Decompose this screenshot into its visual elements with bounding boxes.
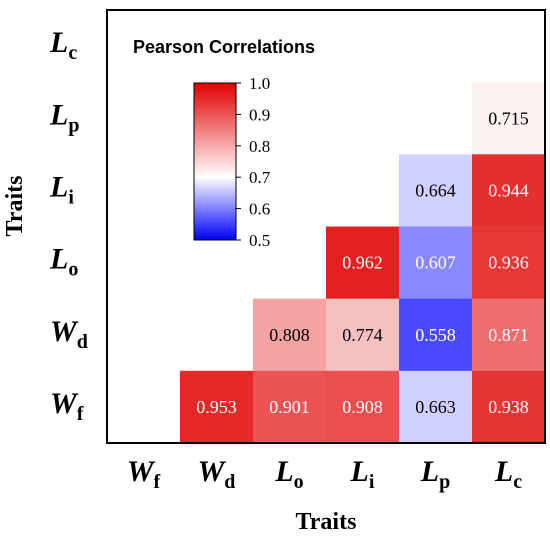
cell-value-label: 0.558 — [415, 325, 456, 345]
heatmap-cell — [326, 298, 400, 372]
x-tick-label: Lp — [420, 455, 450, 493]
colorbar — [193, 82, 237, 241]
y-tick-label: Li — [49, 170, 74, 208]
heatmap-cell — [472, 154, 546, 227]
cell-value-label: 0.953 — [196, 397, 237, 417]
x-axis-ticks: Wf Wd Lo Li Lp Lc — [127, 455, 522, 493]
heatmap-cell — [399, 226, 473, 300]
heatmap-cells: 0.715 0.664 0.944 0.962 0.607 0.936 0.808 0.774… — [180, 82, 546, 444]
heatmap-cell — [472, 298, 546, 372]
y-tick-label: Wd — [50, 315, 88, 353]
x-axis-title: Traits — [296, 509, 357, 535]
cell-value-label: 0.774 — [342, 325, 383, 345]
x-tick-label: Li — [350, 455, 375, 493]
heatmap-cell — [399, 154, 473, 227]
cell-value-label: 0.664 — [415, 180, 456, 200]
cell-value-label: 0.962 — [342, 253, 383, 273]
y-axis-ticks: Lc Lp Li Lo Wd Wf — [49, 26, 88, 425]
colorbar-tick-label: 0.9 — [249, 105, 270, 124]
heatmap-cell — [472, 82, 546, 155]
heatmap-cell — [253, 298, 327, 372]
legend-title: Pearson Correlations — [133, 37, 315, 57]
x-tick-label: Lo — [274, 455, 303, 493]
y-tick-label: Lc — [49, 26, 77, 64]
colorbar-ticks: 1.0 0.9 0.8 0.7 0.6 0.5 — [236, 74, 271, 250]
cell-value-label: 0.944 — [488, 180, 529, 200]
heatmap-cell — [399, 370, 473, 444]
cell-value-label: 0.607 — [415, 253, 456, 273]
y-tick-label: Wf — [50, 387, 84, 425]
y-tick-label: Lp — [49, 98, 79, 136]
cell-value-label: 0.936 — [488, 253, 529, 273]
heatmap-cell — [253, 370, 327, 444]
heatmap-cell — [472, 370, 546, 444]
x-tick-label: Lc — [494, 455, 522, 493]
cell-value-label: 0.938 — [488, 397, 529, 417]
cell-value-label: 0.663 — [415, 397, 456, 417]
colorbar-tick-label: 0.5 — [249, 231, 270, 250]
heatmap-cell — [399, 298, 473, 372]
heatmap-cell — [472, 226, 546, 300]
colorbar-tick-label: 0.8 — [249, 137, 270, 156]
cell-value-label: 0.871 — [488, 325, 529, 345]
colorbar-tick-label: 0.7 — [249, 168, 271, 187]
colorbar-legend: Pearson Correlations 1.0 0.9 0.8 0.7 0.6 0.5 — [133, 37, 315, 250]
x-tick-label: Wf — [127, 455, 161, 493]
heatmap-cell — [180, 370, 254, 444]
colorbar-tick-label: 0.6 — [249, 200, 270, 219]
plot-frame — [106, 9, 546, 444]
cell-value-label: 0.808 — [269, 325, 310, 345]
y-tick-label: Lo — [49, 243, 78, 281]
cell-value-label: 0.908 — [342, 397, 383, 417]
cell-value-label: 0.715 — [488, 108, 529, 128]
heatmap-cell — [326, 226, 400, 300]
y-axis-title: Traits — [2, 176, 28, 237]
colorbar-tick-label: 1.0 — [249, 74, 270, 93]
heatmap-cell — [326, 370, 400, 444]
x-tick-label: Wd — [198, 455, 236, 493]
cell-value-label: 0.901 — [269, 397, 310, 417]
